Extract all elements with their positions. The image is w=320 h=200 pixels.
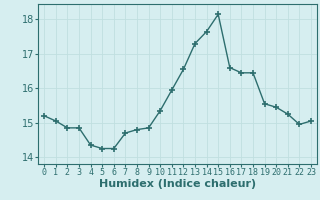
- X-axis label: Humidex (Indice chaleur): Humidex (Indice chaleur): [99, 179, 256, 189]
